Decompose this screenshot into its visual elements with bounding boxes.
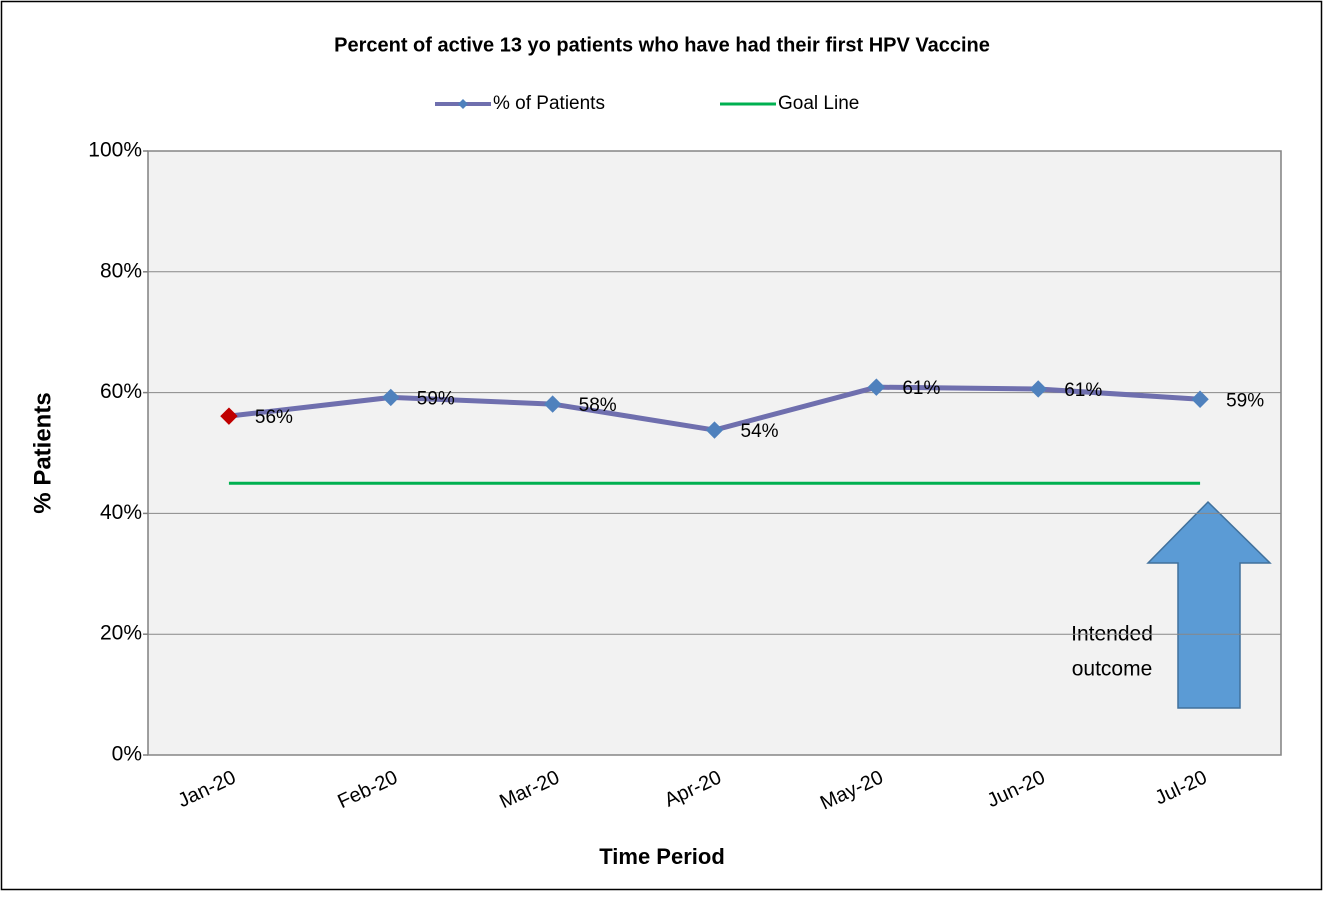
y-tick-label: 0%	[112, 743, 142, 766]
chart-title: Percent of active 13 yo patients who hav…	[334, 34, 990, 56]
data-label: 61%	[902, 378, 940, 399]
x-axis-title: Time Period	[599, 844, 725, 869]
marker	[1029, 380, 1047, 398]
y-tick-label: 100%	[88, 139, 142, 162]
plot-area	[147, 150, 1282, 756]
data-label: 59%	[1226, 390, 1264, 411]
data-label: 58%	[579, 395, 617, 416]
marker	[705, 421, 724, 439]
marker	[867, 378, 886, 396]
y-tick-label: 60%	[100, 380, 142, 403]
data-label: 56%	[255, 407, 293, 428]
annotation: outcome	[1072, 658, 1153, 681]
data-label: 61%	[1064, 380, 1102, 401]
grid	[143, 150, 1281, 756]
data-label: 54%	[741, 421, 779, 442]
marker	[1191, 390, 1209, 408]
legend-label: Goal Line	[778, 93, 859, 114]
marker	[382, 388, 400, 407]
data-label: 59%	[417, 388, 455, 409]
legend-marker	[458, 99, 468, 109]
marks: 56% 59% 58% 54% 61% 61% 59%	[220, 378, 1264, 485]
y-axis-title: % Patients	[29, 392, 56, 513]
legend-label: % of Patients	[493, 93, 605, 114]
y-tick-label: 80%	[100, 259, 142, 282]
y-tick-label: 40%	[100, 501, 142, 524]
marker	[543, 395, 562, 413]
arrow	[1146, 500, 1272, 709]
marker	[220, 407, 238, 425]
y-tick-label: 20%	[100, 622, 142, 645]
